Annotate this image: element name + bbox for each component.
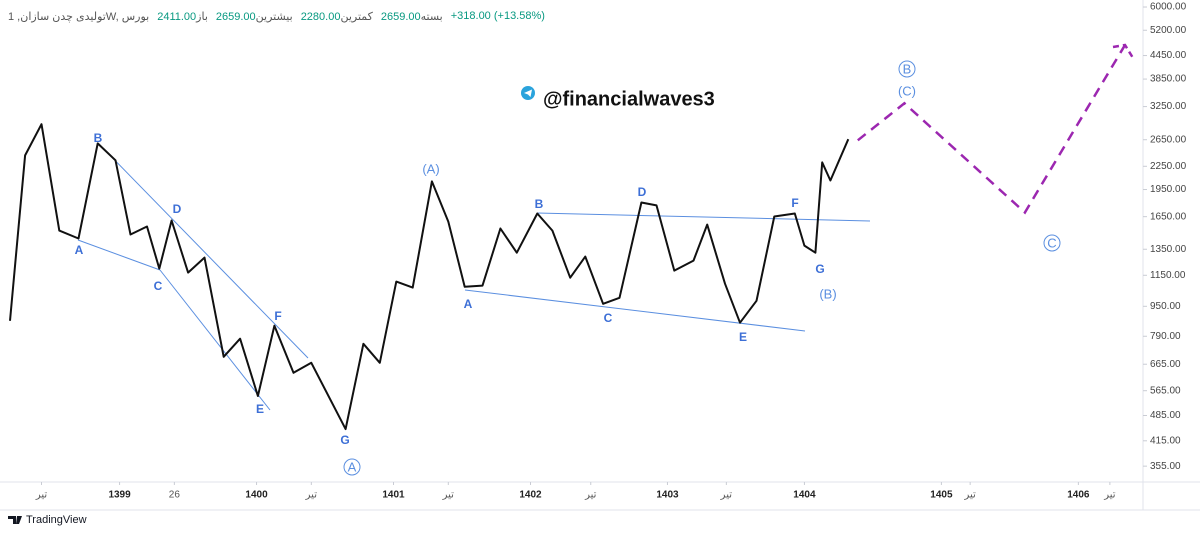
tv-logo [8,516,22,524]
y-tick-label: 355.00 [1150,461,1181,472]
high-value: 2659.00 [215,11,256,23]
x-tick-label: 26 [169,490,181,501]
wave-label: (B) [819,286,836,301]
high: بیشترین2659.00 [216,10,293,23]
wave-label: (A) [422,161,439,176]
wave-circle [898,60,916,78]
low: کمترین2280.00 [301,10,373,23]
y-tick-label: 665.00 [1150,359,1181,370]
y-tick-label: 565.00 [1150,385,1181,396]
x-tick-label: 1403 [656,490,679,501]
wave-circle [343,458,361,476]
price-line [9,123,850,431]
symbol: تولیدی چدن سازان, 1W, بورس [8,11,150,23]
trend-line [77,239,161,271]
x-tick-label: 1400 [245,490,268,501]
low-label: کمترین [340,11,373,23]
wave-label: A [348,459,357,474]
wave-label: G [815,262,824,276]
open-label: باز [196,11,208,23]
x-tick-label: تیر [305,490,318,501]
wave-label: C [604,311,613,325]
change: +318.00 (+13.58%) [450,10,545,22]
wave-label: B [903,61,912,76]
x-tick-label: 1402 [519,490,542,501]
x-tick-label: تیر [35,490,48,501]
x-tick-label: تیر [720,490,733,501]
high-label: بیشترین [255,11,293,23]
wave-label: C [1047,235,1056,250]
wave-label: B [94,131,103,145]
x-tick-label: تیر [584,490,597,501]
x-tick-label: 1404 [793,490,816,501]
trend-line [159,269,271,411]
close: بسته2659.00 [381,10,443,23]
y-tick-label: 3250.00 [1150,101,1187,112]
wave-label: D [638,185,647,199]
arrow-head [1112,43,1135,59]
wave-label: A [464,297,473,311]
y-tick-label: 415.00 [1150,435,1181,446]
y-tick-label: 6000.00 [1150,2,1187,13]
header: تولیدی چدن سازان, 1W, بورس باز2411.00 بی… [8,10,545,23]
trend-lines [77,142,871,411]
wave-label: (C) [898,83,916,98]
trend-line [536,212,871,222]
close-label: بسته [420,11,443,23]
projection-line [857,44,1126,215]
y-tick-label: 1150.00 [1150,270,1186,281]
y-tick-label: 3850.00 [1150,74,1187,85]
wave-label: F [791,196,798,210]
y-tick-label: 4450.00 [1150,50,1187,61]
x-tick-label: 1399 [108,490,131,501]
telegram-plane [524,89,532,97]
y-tick-label: 1350.00 [1150,244,1187,255]
y-tick-label: 2650.00 [1150,134,1187,145]
open-value: 2411.00 [157,11,197,23]
wave-circle [1043,234,1061,252]
wave-label: E [256,402,264,416]
y-tick-label: 2250.00 [1150,161,1187,172]
watermark: @financialwaves3 [543,88,715,110]
wave-label: G [340,433,349,447]
y-tick-label: 5200.00 [1150,25,1187,36]
x-tick-label: تیر [1103,490,1116,501]
x-tick-label: 1406 [1067,490,1090,501]
wave-label: D [173,202,182,216]
x-tick-label: 1401 [382,490,405,501]
trend-line [97,142,309,359]
wave-label: F [274,309,281,323]
branding: TradingView [26,514,87,526]
close-value: 2659.00 [380,11,421,23]
y-tick-label: 1650.00 [1150,211,1187,222]
x-tick-label: 1405 [930,490,953,501]
wave-label: A [75,243,84,257]
wave-label: E [739,330,747,344]
wave-label: C [154,279,163,293]
y-tick-label: 950.00 [1150,301,1181,312]
x-tick-label: تیر [442,490,455,501]
wave-label: B [535,197,544,211]
y-tick-label: 790.00 [1150,331,1181,342]
x-tick-label: تیر [963,490,976,501]
low-value: 2280.00 [300,11,341,23]
y-tick-label: 485.00 [1150,410,1181,421]
trend-line [464,289,806,332]
y-tick-label: 1950.00 [1150,184,1187,195]
open: باز2411.00 [157,10,208,23]
